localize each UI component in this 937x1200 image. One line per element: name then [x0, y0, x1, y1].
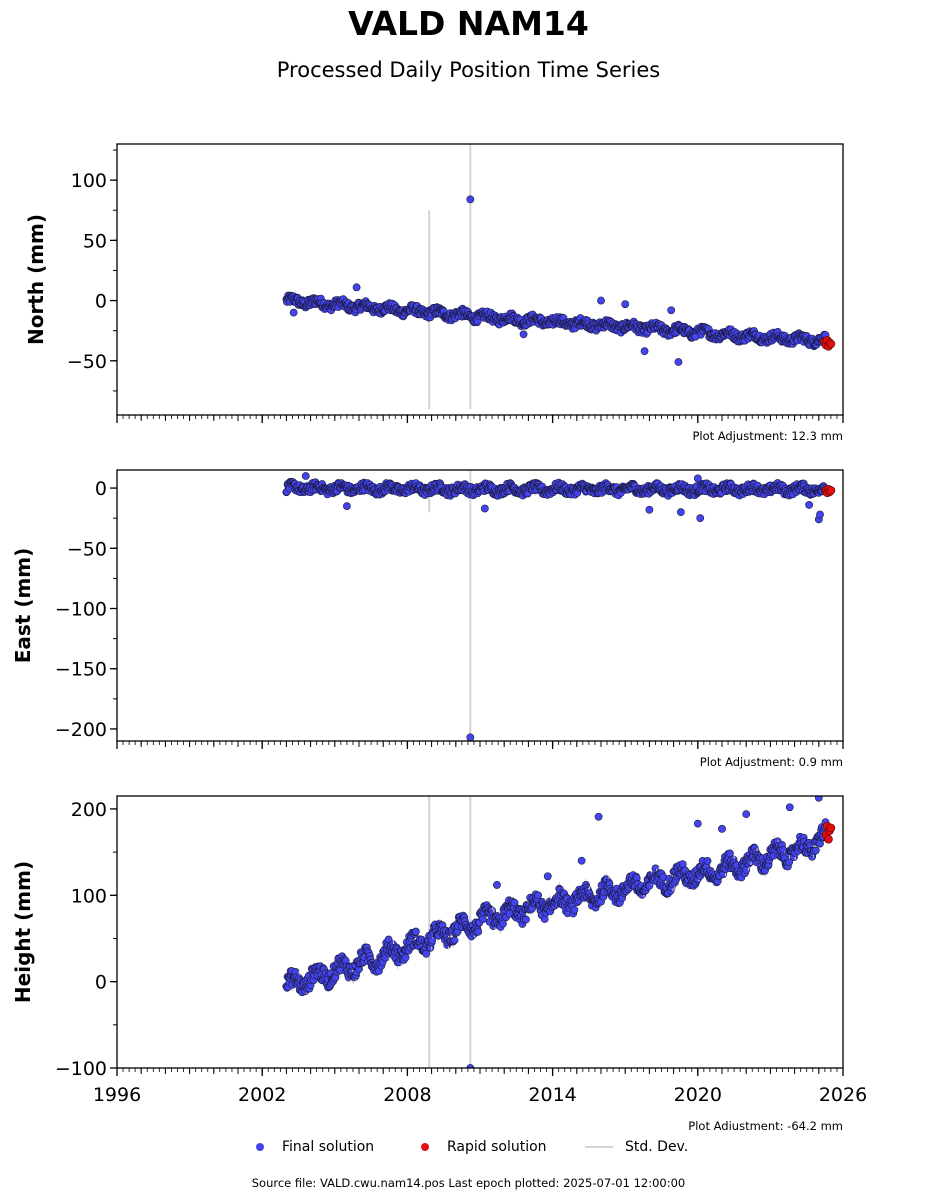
- final-point: [645, 881, 654, 890]
- rapid-marker-icon: [421, 1143, 429, 1151]
- panel-1: 0 −50 −100 −150 −200 East (mm) Plot Adjustment…: [11, 469, 844, 769]
- final-point: [696, 514, 705, 523]
- final-point: [693, 474, 702, 483]
- final-point: [499, 919, 507, 928]
- plots-canvas: 100 50 0 −50 North (mm) Plot Adjustment: 12.3…: [11, 143, 867, 1130]
- final-point: [540, 915, 549, 923]
- final-point: [543, 872, 552, 881]
- final-point: [805, 501, 814, 509]
- final-point: [570, 906, 579, 914]
- final-point: [534, 891, 542, 900]
- plot-area: [282, 470, 836, 741]
- final-point: [785, 803, 794, 812]
- final-point: [718, 824, 726, 833]
- final-point: [422, 949, 431, 958]
- y-tick-label: 100: [71, 885, 107, 907]
- std-line-icon: [585, 1146, 613, 1148]
- legend-std-label: Std. Dev.: [625, 1139, 689, 1155]
- plot-frame: [116, 469, 844, 742]
- final-point: [597, 296, 605, 305]
- x-tick-label: 1996: [93, 1084, 141, 1106]
- x-tick-label: 2020: [674, 1084, 722, 1106]
- legend-rapid-label: Rapid solution: [447, 1139, 547, 1155]
- final-point: [289, 308, 298, 317]
- y-tick-label: 0: [95, 972, 107, 994]
- y-axis-title: North (mm): [24, 214, 48, 345]
- plot-frame: [116, 143, 844, 416]
- y-tick-label: 0: [95, 291, 107, 313]
- x-tick-label: 2002: [238, 1084, 286, 1106]
- final-point: [645, 505, 654, 514]
- final-point: [401, 953, 410, 962]
- plot-area: [282, 144, 836, 409]
- final-point: [640, 347, 649, 356]
- plot-adjustment-label: Plot Adjustment: 12.3 mm: [692, 429, 843, 443]
- final-point: [466, 733, 475, 741]
- y-axis-title: Height (mm): [11, 861, 35, 1003]
- final-point: [676, 508, 685, 517]
- y-tick-label: −150: [55, 659, 107, 681]
- y-tick-label: −100: [55, 1058, 107, 1080]
- rapid-point: [826, 486, 836, 495]
- source-note: Source file: VALD.cwu.nam14.pos Last epo…: [251, 1176, 686, 1190]
- final-point: [594, 812, 603, 821]
- final-point: [667, 306, 676, 315]
- final-point: [522, 915, 530, 924]
- final-point: [816, 510, 824, 519]
- legend-final: Final solution: [256, 1137, 374, 1157]
- legend-rapid: Rapid solution: [421, 1137, 547, 1157]
- final-point: [811, 846, 820, 855]
- x-tick-label: 2008: [383, 1084, 431, 1106]
- final-point: [621, 300, 630, 309]
- panel-2: 200 100 0 −100 1996 2002 2008 2014 2020 2026 Heigh…: [11, 795, 867, 1130]
- final-point: [814, 796, 823, 802]
- y-tick-label: −50: [67, 538, 107, 560]
- rapid-point: [826, 823, 836, 833]
- final-point: [493, 881, 501, 889]
- y-tick-label: −50: [67, 351, 107, 373]
- y-tick-label: 0: [95, 478, 107, 500]
- plot-adjustment-label: Plot Adjustment: -64.2 mm: [688, 1119, 843, 1130]
- final-point: [480, 504, 489, 513]
- final-point: [342, 502, 351, 511]
- final-point: [785, 858, 794, 866]
- final-point: [693, 819, 702, 828]
- final-point: [301, 472, 310, 480]
- rapid-point: [826, 339, 836, 349]
- final-point: [352, 283, 361, 292]
- y-axis-title: East (mm): [11, 548, 35, 664]
- plot-adjustment-label: Plot Adjustment: 0.9 mm: [700, 755, 843, 769]
- final-point: [703, 857, 712, 865]
- final-marker-icon: [256, 1143, 264, 1151]
- final-point: [479, 915, 487, 923]
- final-point: [411, 927, 420, 936]
- final-point: [428, 936, 437, 945]
- plot-area: [282, 796, 836, 1068]
- y-tick-label: 50: [83, 230, 107, 252]
- final-point: [577, 856, 586, 865]
- rapid-point: [824, 834, 833, 844]
- final-point: [474, 927, 483, 936]
- y-tick-label: 200: [71, 799, 107, 821]
- chart-subtitle: Processed Daily Position Time Series: [276, 58, 661, 82]
- final-point: [466, 195, 475, 204]
- y-tick-label: −100: [55, 599, 107, 621]
- x-tick-label: 2014: [528, 1084, 576, 1106]
- panel-0: 100 50 0 −50 North (mm) Plot Adjustment: 12.3…: [24, 143, 844, 443]
- legend: Final solution Rapid solution Std. Dev.: [0, 1137, 937, 1157]
- y-tick-label: −200: [55, 719, 107, 741]
- final-point: [691, 332, 700, 341]
- final-point: [742, 810, 751, 819]
- final-point: [674, 358, 683, 366]
- x-tick-label: 2026: [819, 1084, 867, 1106]
- legend-final-label: Final solution: [282, 1139, 375, 1155]
- chart-title: VALD NAM14: [348, 4, 589, 43]
- final-point: [466, 1064, 475, 1068]
- legend-std: Std. Dev.: [585, 1137, 688, 1157]
- final-point: [519, 330, 528, 339]
- y-tick-label: 100: [71, 170, 107, 192]
